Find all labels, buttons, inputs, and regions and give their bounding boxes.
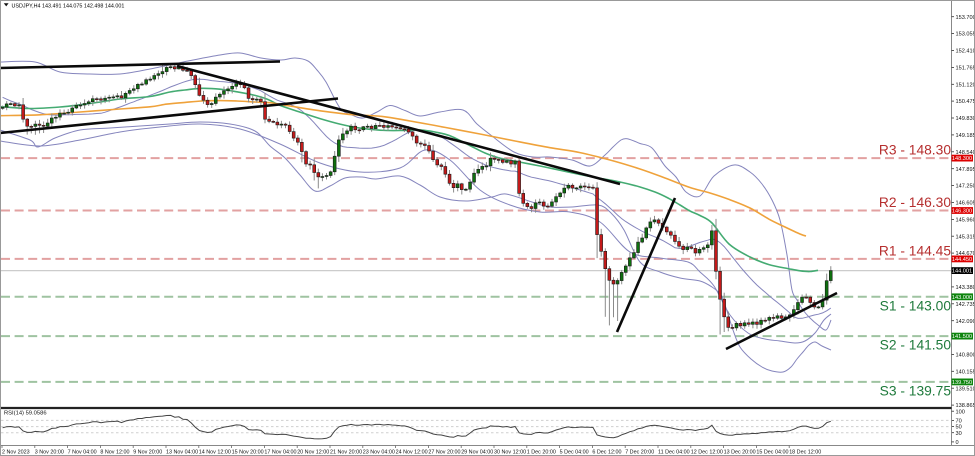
svg-text:2 Nov 2023: 2 Nov 2023 xyxy=(2,450,30,456)
svg-text:S1 - 143.00: S1 - 143.00 xyxy=(880,298,952,313)
svg-text:145.960: 145.960 xyxy=(956,218,975,224)
svg-text:148.300: 148.300 xyxy=(952,156,972,162)
svg-text:149.830: 149.830 xyxy=(956,116,975,122)
svg-text:27 Nov 20:00: 27 Nov 20:00 xyxy=(428,450,460,456)
svg-text:7 Dec 20:00: 7 Dec 20:00 xyxy=(625,450,654,456)
svg-text:70: 70 xyxy=(956,419,962,425)
svg-text:14 Nov 12:00: 14 Nov 12:00 xyxy=(199,450,231,456)
svg-text:144.450: 144.450 xyxy=(952,257,972,263)
svg-text:143.380: 143.380 xyxy=(956,285,975,291)
svg-text:139.750: 139.750 xyxy=(952,380,972,386)
svg-text:141.500: 141.500 xyxy=(952,334,972,340)
svg-text:152.410: 152.410 xyxy=(956,49,975,55)
svg-text:151.765: 151.765 xyxy=(956,66,975,72)
svg-text:R1 - 144.45: R1 - 144.45 xyxy=(879,243,951,258)
svg-text:142.090: 142.090 xyxy=(956,319,975,325)
svg-text:139.510: 139.510 xyxy=(956,386,975,392)
svg-text:150.475: 150.475 xyxy=(956,99,975,105)
svg-text:R2 - 146.30: R2 - 146.30 xyxy=(879,195,951,210)
svg-text:5 Dec 04:00: 5 Dec 04:00 xyxy=(560,450,589,456)
svg-text:S3 - 139.75: S3 - 139.75 xyxy=(880,383,952,398)
svg-text:146.300: 146.300 xyxy=(952,209,972,215)
svg-text:29 Nov 04:00: 29 Nov 04:00 xyxy=(461,450,493,456)
svg-text:146.605: 146.605 xyxy=(956,201,975,207)
svg-text:13 Nov 04:00: 13 Nov 04:00 xyxy=(166,450,198,456)
svg-text:147.250: 147.250 xyxy=(956,184,975,190)
svg-text:153.700: 153.700 xyxy=(956,15,975,21)
svg-text:18 Dec 12:00: 18 Dec 12:00 xyxy=(789,450,821,456)
svg-text:24 Nov 12:00: 24 Nov 12:00 xyxy=(396,450,428,456)
svg-text:R3 - 148.30: R3 - 148.30 xyxy=(879,143,951,158)
svg-text:S2 - 141.50: S2 - 141.50 xyxy=(880,338,952,353)
svg-text:153.055: 153.055 xyxy=(956,32,975,38)
svg-text:144.670: 144.670 xyxy=(956,251,975,257)
svg-text:147.895: 147.895 xyxy=(956,167,975,173)
svg-text:144.001: 144.001 xyxy=(952,269,972,275)
svg-text:3 Nov 20:00: 3 Nov 20:00 xyxy=(35,450,64,456)
svg-text:7 Nov 04:00: 7 Nov 04:00 xyxy=(68,450,97,456)
svg-text:30: 30 xyxy=(956,431,962,437)
svg-text:148.540: 148.540 xyxy=(956,150,975,156)
svg-text:140.155: 140.155 xyxy=(956,369,975,375)
svg-text:20 Nov 12:00: 20 Nov 12:00 xyxy=(297,450,329,456)
svg-text:6 Dec 12:00: 6 Dec 12:00 xyxy=(592,450,621,456)
svg-text:13 Dec 20:00: 13 Dec 20:00 xyxy=(724,450,756,456)
svg-text:15 Nov 20:00: 15 Nov 20:00 xyxy=(232,450,264,456)
svg-text:143.000: 143.000 xyxy=(952,295,972,301)
svg-text:0: 0 xyxy=(956,440,959,446)
svg-text:15 Dec 04:00: 15 Dec 04:00 xyxy=(756,450,788,456)
svg-text:12 Dec 12:00: 12 Dec 12:00 xyxy=(691,450,723,456)
svg-text:11 Dec 04:00: 11 Dec 04:00 xyxy=(658,450,690,456)
svg-text:23 Nov 04:00: 23 Nov 04:00 xyxy=(363,450,395,456)
svg-text:21 Nov 20:00: 21 Nov 20:00 xyxy=(330,450,362,456)
svg-text:1 Dec 20:00: 1 Dec 20:00 xyxy=(527,450,556,456)
svg-text:100: 100 xyxy=(956,409,965,415)
svg-text:8 Nov 12:00: 8 Nov 12:00 xyxy=(100,450,129,456)
svg-text:145.315: 145.315 xyxy=(956,234,975,240)
svg-text:30 Nov 12:00: 30 Nov 12:00 xyxy=(494,450,526,456)
svg-text:138.865: 138.865 xyxy=(956,403,975,409)
svg-text:9 Nov 20:00: 9 Nov 20:00 xyxy=(133,450,162,456)
svg-text:17 Nov 04:00: 17 Nov 04:00 xyxy=(264,450,296,456)
svg-text:149.185: 149.185 xyxy=(956,133,975,139)
svg-text:142.735: 142.735 xyxy=(956,302,975,308)
svg-text:50: 50 xyxy=(956,425,962,431)
svg-text:USDJPY,H4 143.491 144.075 142: USDJPY,H4 143.491 144.075 142.498 144.00… xyxy=(12,3,125,9)
svg-text:RSI(14) 59.0586: RSI(14) 59.0586 xyxy=(4,411,47,417)
svg-text:151.120: 151.120 xyxy=(956,82,975,88)
svg-text:140.800: 140.800 xyxy=(956,353,975,359)
